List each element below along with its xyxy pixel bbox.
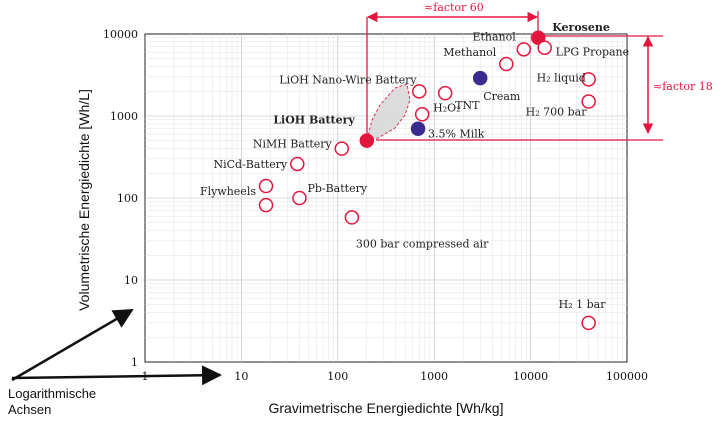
y-tick-label: 1 [131, 356, 138, 369]
data-point-labels: Kerosene Ethanol LPG Propane Methanol Cream H… [200, 21, 629, 311]
log-axes-note-text: Logarithmische Achsen [8, 386, 100, 417]
plot-area [144, 33, 628, 363]
data-point [499, 56, 514, 72]
data-point [258, 197, 274, 213]
log-axes-note-line-1: Logarithmische [8, 386, 96, 401]
note-arrow-up [11, 308, 134, 382]
data-point [414, 107, 430, 122]
data-point [581, 72, 596, 87]
factor-60-label: ≈factor 60 [424, 1, 484, 14]
lioh-region-shape [366, 83, 411, 141]
y-tick-label: 10 [124, 274, 138, 287]
x-axis-title: Gravimetrische Energiedichte [Wh/kg] [269, 400, 504, 416]
data-point [292, 190, 307, 206]
x-tick-label: 10000 [513, 370, 548, 383]
x-tick-label: 100000 [606, 370, 648, 383]
data-point-label: 3.5% Milk [428, 128, 485, 141]
note-arrow-right [11, 365, 222, 386]
data-points [258, 30, 596, 331]
data-point-label: 300 bar compressed air [356, 237, 489, 250]
y-tick-label: 1000 [110, 110, 138, 123]
x-tick-label: 100 [327, 370, 348, 383]
data-point-label: Pb-Battery [307, 182, 367, 195]
data-point [344, 210, 360, 225]
data-point [537, 40, 552, 55]
log-axes-note: Logarithmische Achsen [8, 308, 222, 417]
data-point-label: NiCd-Battery [213, 158, 288, 171]
grid [145, 34, 627, 362]
data-point [516, 42, 532, 57]
factor-18-label: ≈factor 18 [653, 80, 713, 93]
factor-18-annotation: ≈factor 18 [376, 35, 713, 141]
data-point-label: H₂ 1 bar [559, 298, 607, 311]
data-point-label: H₂O₂ [433, 101, 460, 114]
data-point [290, 156, 305, 172]
data-point-label: H₂ liquid [537, 71, 586, 84]
data-point [581, 315, 596, 331]
data-point [359, 133, 375, 148]
data-point-label: TNT [455, 99, 480, 112]
data-point-label: Cream [483, 90, 521, 103]
data-point [437, 85, 453, 101]
y-axis-title: Volumetrische Energiedichte [Wh/L] [76, 89, 92, 311]
y-tick-label: 10000 [103, 28, 138, 41]
factor-60-annotation: ≈factor 60 [366, 1, 539, 140]
data-point [581, 94, 596, 109]
x-tick-label: 1000 [420, 370, 448, 383]
data-point-label: Ethanol [472, 30, 516, 43]
log-axes-note-line-2: Achsen [8, 402, 51, 417]
data-point [334, 141, 350, 156]
data-point-label: LiOH Nano-Wire Battery [279, 73, 417, 86]
data-point [412, 84, 427, 99]
data-point-label: Methanol [443, 46, 497, 59]
data-point-label: H₂ 700 bar [526, 106, 588, 119]
data-point-label: Flywheels [200, 185, 256, 198]
x-tick-label: 10 [234, 370, 248, 383]
data-point-label: LiOH Battery [273, 114, 355, 127]
data-point [410, 121, 426, 136]
data-point [472, 70, 488, 86]
data-point-label: Kerosene [552, 21, 610, 34]
data-point-label: NiMH Battery [253, 138, 333, 151]
data-point [530, 30, 546, 46]
y-tick-label: 100 [117, 192, 138, 205]
data-point [258, 178, 274, 194]
data-point-label: LPG Propane [556, 46, 629, 59]
